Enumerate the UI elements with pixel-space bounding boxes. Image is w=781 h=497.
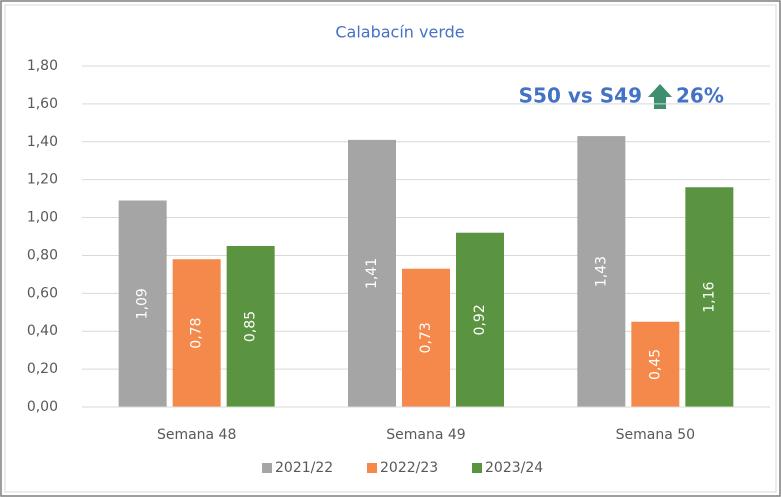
y-tick-label: 1,00 — [27, 210, 58, 226]
data-label: 0,85 — [243, 311, 259, 342]
x-tick-label: Semana 48 — [157, 427, 236, 443]
y-tick-label: 1,40 — [27, 134, 58, 150]
legend-label: 2022/23 — [380, 460, 438, 476]
bar — [631, 321, 680, 407]
data-label: 0,78 — [189, 318, 205, 349]
bar — [402, 268, 450, 407]
bar — [118, 200, 167, 407]
annotation: S50 vs S49 26% — [519, 84, 724, 109]
bar — [456, 232, 504, 407]
data-label: 1,43 — [593, 256, 609, 287]
legend-label: 2021/22 — [275, 460, 333, 476]
y-tick-label: 0,20 — [27, 361, 58, 377]
bar — [685, 187, 734, 407]
data-label: 0,73 — [418, 322, 434, 353]
y-tick-label: 1,80 — [27, 58, 58, 74]
y-tick-label: 1,20 — [27, 172, 58, 188]
chart-title: Calabacín verde — [335, 23, 464, 42]
x-tick-label: Semana 49 — [386, 427, 465, 443]
plot-frame — [4, 4, 777, 493]
bar — [577, 136, 626, 407]
data-label: 1,16 — [701, 281, 717, 312]
data-label: 1,09 — [135, 288, 151, 319]
y-tick-label: 0,80 — [27, 247, 58, 263]
legend-swatch — [367, 463, 377, 473]
y-tick-label: 1,60 — [27, 96, 58, 112]
data-label: 1,41 — [364, 258, 380, 289]
bar — [348, 139, 396, 407]
bar — [172, 259, 221, 407]
legend-swatch — [472, 463, 482, 473]
arrow-up-icon — [648, 84, 672, 109]
y-tick-label: 0,60 — [27, 285, 58, 301]
data-label: 0,92 — [472, 304, 488, 335]
legend-label: 2023/24 — [485, 460, 543, 476]
data-label: 0,45 — [647, 349, 663, 380]
bar — [226, 245, 275, 407]
y-tick-label: 0,00 — [27, 399, 58, 415]
x-tick-label: Semana 50 — [616, 427, 695, 443]
legend-swatch — [262, 463, 272, 473]
y-tick-label: 0,40 — [27, 323, 58, 339]
